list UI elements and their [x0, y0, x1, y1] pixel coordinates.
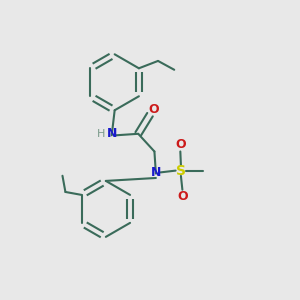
Text: N: N [106, 127, 117, 140]
Text: S: S [176, 164, 186, 178]
Text: H: H [97, 129, 106, 139]
Text: O: O [177, 190, 188, 203]
Text: O: O [148, 103, 159, 116]
Text: O: O [175, 139, 186, 152]
Text: N: N [151, 167, 161, 179]
